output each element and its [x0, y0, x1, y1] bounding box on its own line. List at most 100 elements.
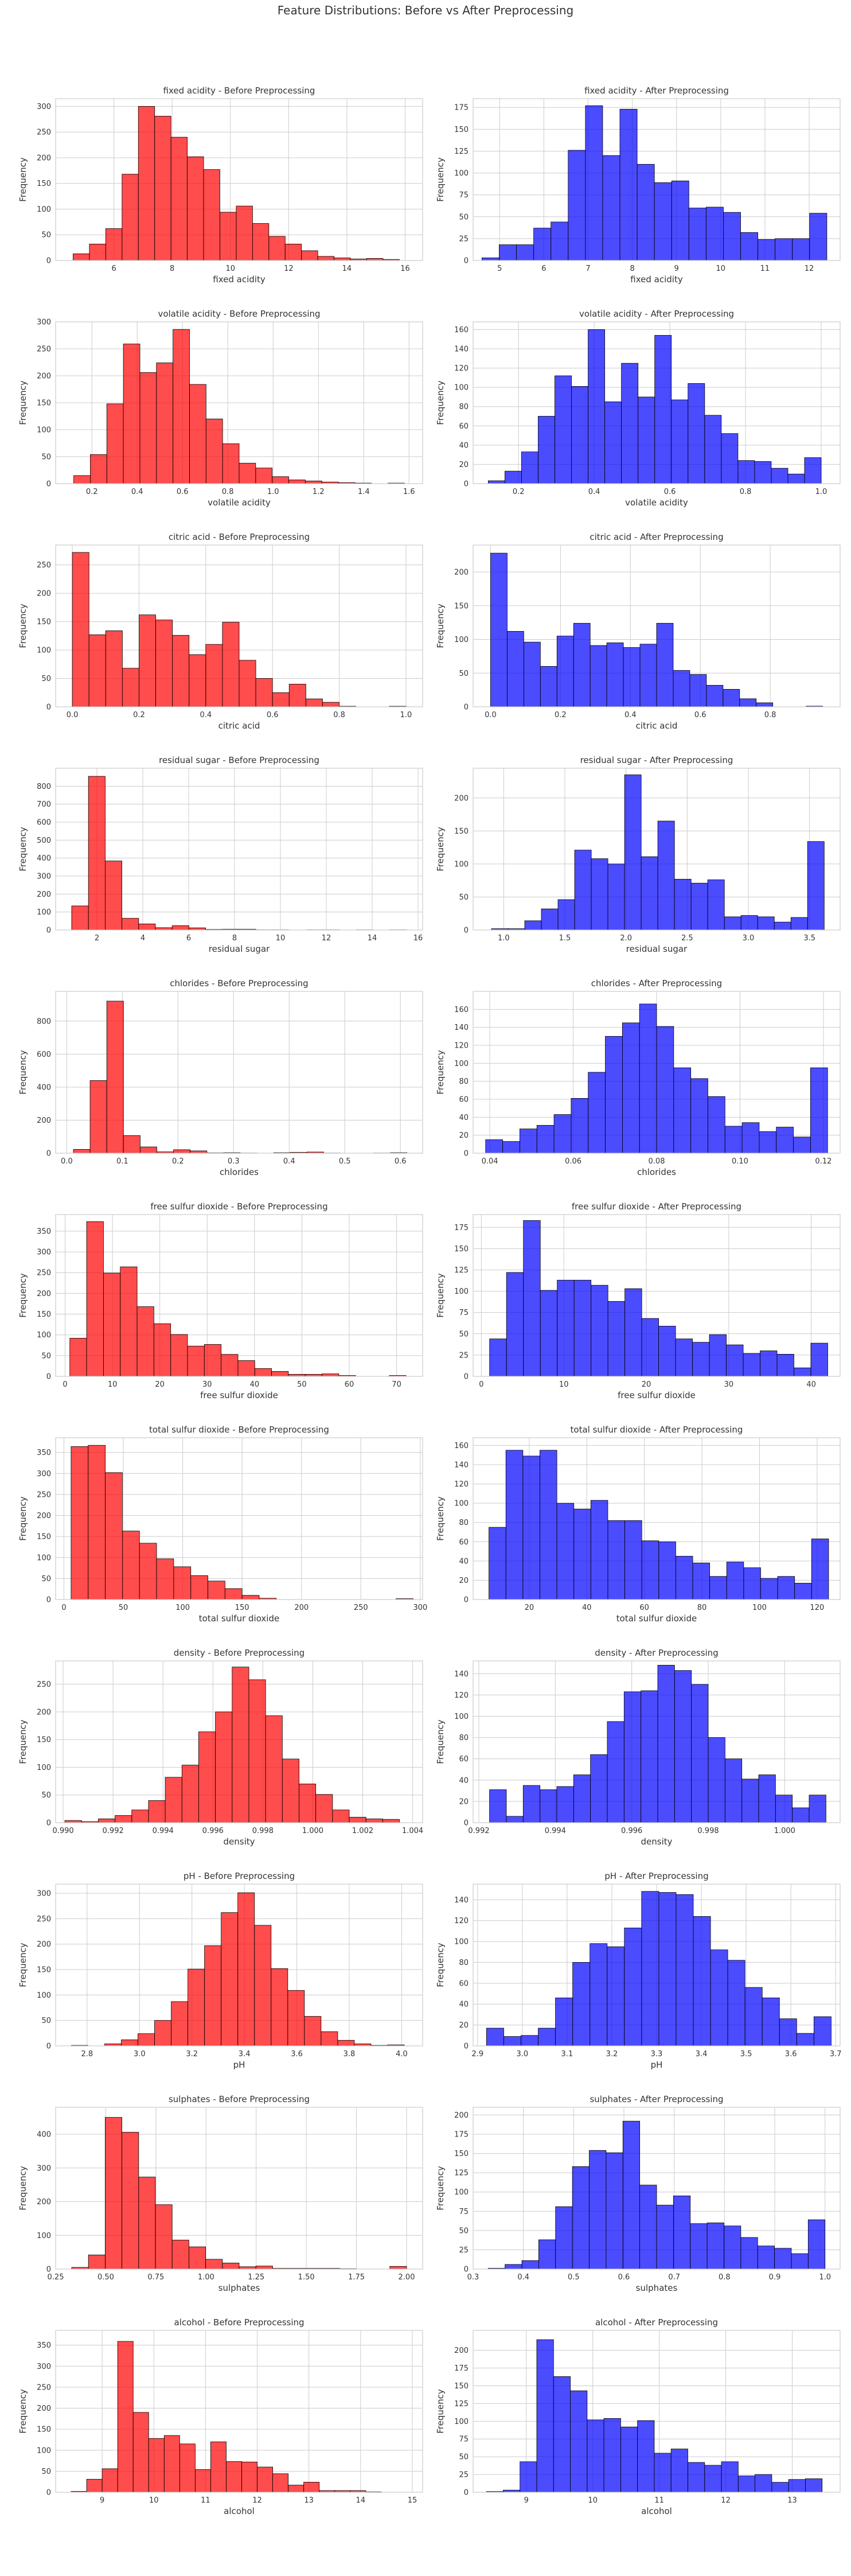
histogram-bar [555, 1997, 573, 2046]
subplot-title: residual sugar - Before Preprocessing [159, 755, 319, 765]
y-axis-label: Frequency [435, 2389, 446, 2434]
histogram-panel: 0.25 0.50 0.75 1.00 1.25 1.50 1.75 2.00 0 100 200 3… [18, 2094, 423, 2293]
y-tick-label: 300 [37, 873, 51, 881]
subplot-title: free sulfur dioxide - Before Preprocessi… [150, 1201, 327, 1212]
histogram-bar [654, 2453, 672, 2493]
y-axis-label: Frequency [18, 1050, 28, 1095]
histogram-panel: 0.990 0.992 0.994 0.996 0.998 1.000 1.002 1.004… [18, 1648, 423, 1847]
histogram-bar [173, 1566, 192, 1600]
x-tick-label: 11 [654, 2496, 664, 2505]
y-tick-label: 100 [454, 1500, 469, 1508]
y-tick-label: 50 [459, 1330, 469, 1338]
histogram-bar [555, 375, 572, 484]
y-tick-label: 40 [459, 1114, 469, 1122]
subplot-title: sulphates - After Preprocessing [590, 2094, 723, 2104]
histogram-bar [332, 1810, 350, 1823]
histogram-bar [69, 1338, 87, 1377]
histogram-bar [268, 236, 286, 261]
y-tick-label: 140 [454, 1670, 469, 1679]
histogram-bar [654, 335, 672, 484]
histogram-bar [623, 1691, 642, 1823]
histogram-panel: 9 10 11 12 13 0 25 50 75 100 125 150 175 200 alcohol -… [435, 2317, 841, 2516]
histogram-bar [775, 1795, 793, 1823]
y-tick-label: 250 [37, 2383, 51, 2392]
x-tick-label: 0.1 [116, 1157, 128, 1166]
subplot-title: chlorides - After Preprocessing [591, 978, 722, 989]
y-tick-label: 40 [459, 1776, 469, 1785]
histogram-bar [322, 1373, 339, 1377]
y-tick-label: 350 [37, 2341, 51, 2350]
histogram-bar [486, 2028, 504, 2046]
y-tick-label: 250 [37, 1915, 51, 1924]
histogram-bar [389, 2266, 407, 2270]
histogram-panel: 0 10 20 30 40 0 25 50 75 100 125 150 175 free sulfur … [435, 1201, 841, 1400]
plot-frame [473, 991, 841, 1154]
y-tick-label: 50 [41, 231, 51, 240]
y-tick-label: 100 [37, 2446, 51, 2455]
histogram-bar [106, 1001, 124, 1154]
y-tick-label: 25 [459, 1351, 469, 1360]
y-tick-label: 0 [46, 257, 51, 266]
histogram-bar [136, 1306, 154, 1377]
histogram-bar [691, 1684, 709, 1823]
x-tick-label: 0 [61, 1604, 66, 1612]
x-tick-label: 30 [724, 1380, 734, 1389]
y-tick-label: 100 [454, 636, 469, 644]
x-tick-label: 8 [232, 934, 237, 943]
x-tick-label: 0.6 [618, 2273, 630, 2282]
histogram-bar [741, 1122, 760, 1154]
histogram-bar [809, 1795, 826, 1823]
histogram-bar [540, 666, 557, 707]
histogram-bar [726, 1562, 744, 1600]
y-tick-label: 200 [37, 372, 51, 381]
histogram-bar [71, 1446, 89, 1600]
x-tick-label: 0 [63, 1380, 67, 1389]
histogram-bar [774, 2248, 792, 2270]
histogram-bar [499, 244, 517, 261]
histogram-bar [620, 2426, 638, 2493]
histogram-bar [723, 212, 741, 261]
histogram-bar [521, 2260, 539, 2270]
histogram-panel: 0.0 0.2 0.4 0.6 0.8 0 50 100 150 200 citric acid -… [435, 532, 841, 731]
subplot-title: sulphates - Before Preprocessing [169, 2094, 310, 2104]
histogram-bar [210, 2441, 227, 2493]
histogram-bar [758, 239, 776, 261]
y-tick-label: 200 [37, 1290, 51, 1298]
histogram-bar [556, 1503, 575, 1600]
histogram-bar [272, 2473, 289, 2493]
histogram-bar [490, 552, 508, 707]
histogram-bar [171, 925, 189, 931]
y-axis-label: Frequency [435, 827, 446, 871]
histogram-bar [709, 1576, 727, 1600]
x-tick-label: 2 [95, 934, 99, 943]
histogram-bar [776, 1127, 794, 1154]
x-tick-label: 16 [400, 264, 410, 273]
histogram-bar [656, 1026, 674, 1154]
y-tick-label: 25 [459, 2246, 469, 2255]
histogram-bar [688, 2462, 705, 2493]
histogram-bar [743, 1353, 760, 1377]
x-tick-label: 0.994 [545, 1827, 566, 1835]
histogram-bar [658, 1326, 676, 1377]
histogram-bar [204, 1344, 222, 1377]
y-tick-label: 100 [37, 426, 51, 435]
y-tick-label: 150 [454, 827, 469, 836]
histogram-bar [606, 642, 624, 707]
histogram-bar [334, 258, 351, 261]
y-tick-label: 100 [37, 2232, 51, 2240]
x-tick-label: 14 [342, 264, 352, 273]
x-tick-label: 5 [497, 264, 502, 273]
y-tick-label: 300 [37, 1470, 51, 1478]
histogram-bar [239, 2266, 256, 2270]
histogram-bar [706, 685, 724, 707]
histogram-bar [670, 2449, 688, 2493]
histogram-bar [740, 915, 758, 931]
histogram-bar [237, 1360, 255, 1377]
histogram-bar [284, 243, 302, 261]
y-tick-label: 20 [459, 1577, 469, 1585]
x-tick-label: 300 [413, 1604, 427, 1612]
x-tick-label: 0.996 [621, 1827, 642, 1835]
histogram-bar [255, 678, 273, 707]
y-tick-label: 600 [37, 1050, 51, 1059]
histogram-bar [775, 238, 793, 261]
